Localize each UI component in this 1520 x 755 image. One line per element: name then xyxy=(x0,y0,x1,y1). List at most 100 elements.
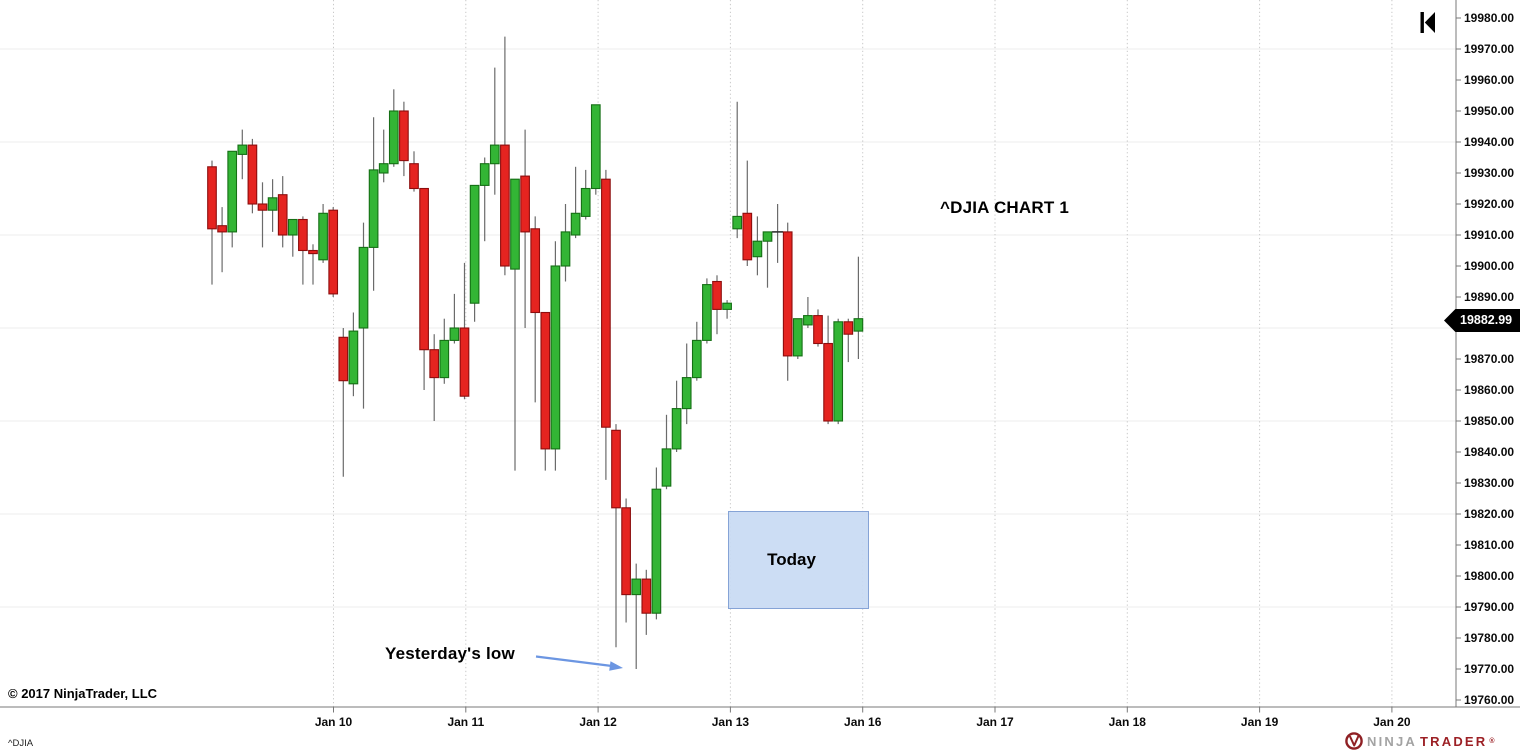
logo-reg-mark: ® xyxy=(1489,737,1495,745)
candle-down xyxy=(409,163,419,190)
y-tick-label: 19820.00 xyxy=(1464,507,1514,521)
candle-up xyxy=(702,284,712,341)
y-tick-label: 19760.00 xyxy=(1464,693,1514,707)
candle-down xyxy=(207,166,217,230)
candle-down xyxy=(601,178,611,428)
candle-down xyxy=(500,144,510,267)
candle-up xyxy=(318,212,328,261)
y-tick-label: 19980.00 xyxy=(1464,11,1514,25)
candle-up xyxy=(388,110,399,165)
candle-up xyxy=(479,163,490,186)
y-tick-label: 19850.00 xyxy=(1464,414,1514,428)
candle-up xyxy=(691,339,702,379)
candle-up xyxy=(792,318,803,357)
candle-down xyxy=(429,349,440,379)
candle-down xyxy=(641,578,652,614)
candle-down xyxy=(530,228,541,314)
candle-up xyxy=(752,240,763,258)
candle-down xyxy=(257,203,268,211)
today-annotation-label: Today xyxy=(767,549,816,569)
y-tick-label: 19960.00 xyxy=(1464,73,1514,87)
candle-up xyxy=(853,318,864,332)
y-tick-label: 19950.00 xyxy=(1464,104,1514,118)
candle-down xyxy=(217,225,227,233)
candle-down xyxy=(813,315,823,345)
last-price-value: 19882.99 xyxy=(1460,313,1513,327)
candle-up xyxy=(762,231,773,242)
copyright-label: © 2017 NinjaTrader, LLC xyxy=(8,686,158,701)
candle-down xyxy=(419,187,429,351)
candle-up xyxy=(732,215,743,230)
yesterdays-low-arrow xyxy=(535,655,613,668)
y-tick-label: 19810.00 xyxy=(1464,538,1514,552)
candle-up xyxy=(287,218,298,236)
candle-up xyxy=(550,265,561,450)
candle-up xyxy=(722,302,732,310)
candle-up xyxy=(651,488,662,614)
last-price-badge: 19882.99 xyxy=(1444,309,1520,332)
candle-up xyxy=(368,169,379,248)
candle-down xyxy=(399,110,409,162)
candle-down xyxy=(742,212,753,261)
y-tick-label: 19910.00 xyxy=(1464,228,1514,242)
candle-up xyxy=(833,321,844,422)
candle-up xyxy=(580,187,591,217)
jump-to-start-icon[interactable] xyxy=(1419,10,1439,36)
y-tick-label: 19920.00 xyxy=(1464,197,1514,211)
chart-title-label: ^DJIA CHART 1 xyxy=(940,198,1070,217)
candle-down xyxy=(782,231,793,357)
candle-up xyxy=(489,144,500,165)
x-tick-label: Jan 19 xyxy=(1241,715,1279,729)
candle-up xyxy=(469,184,480,304)
y-tick-label: 19780.00 xyxy=(1464,631,1514,645)
x-tick-label: Jan 12 xyxy=(579,715,617,729)
candle-up xyxy=(348,330,359,385)
y-tick-label: 19940.00 xyxy=(1464,135,1514,149)
yesterdays-low-annotation-label[interactable]: Yesterday's low xyxy=(385,644,515,663)
x-tick-label: Jan 11 xyxy=(447,715,484,729)
y-tick-label: 19930.00 xyxy=(1464,166,1514,180)
logo-text-trader: TRADER xyxy=(1420,733,1488,749)
x-tick-label: Jan 17 xyxy=(976,715,1014,729)
y-tick-label: 19890.00 xyxy=(1464,290,1514,304)
candle-down xyxy=(540,311,551,450)
candle-up xyxy=(358,246,369,329)
candle-down xyxy=(611,429,621,509)
candle-up xyxy=(227,150,238,233)
y-tick-label: 19790.00 xyxy=(1464,600,1514,614)
candle-up xyxy=(378,163,389,174)
symbol-tab[interactable]: ^DJIA xyxy=(8,738,34,749)
y-tick-label: 19830.00 xyxy=(1464,476,1514,490)
candle-up xyxy=(510,178,520,270)
logo-text-ninja: NINJA xyxy=(1367,733,1418,749)
x-tick-label: Jan 10 xyxy=(315,715,353,729)
candle-up xyxy=(631,578,642,596)
y-tick-label: 19800.00 xyxy=(1464,569,1514,583)
candle-up xyxy=(671,408,682,450)
candle-down xyxy=(520,175,530,233)
candle-down xyxy=(823,342,833,422)
candle-up xyxy=(267,197,278,211)
candle-up xyxy=(570,212,581,236)
ninjatrader-logo-icon xyxy=(1345,732,1363,750)
candle-up xyxy=(560,231,571,267)
candle-down xyxy=(338,336,349,382)
candle-up xyxy=(237,144,248,155)
today-annotation-box[interactable]: Today xyxy=(728,510,869,609)
x-tick-label: Jan 13 xyxy=(712,715,750,729)
candle-down xyxy=(843,321,854,335)
x-tick-label: Jan 16 xyxy=(844,715,882,729)
candle-up xyxy=(681,377,692,410)
candle-down xyxy=(308,249,318,255)
x-tick-label: Jan 20 xyxy=(1373,715,1411,729)
candle-down xyxy=(328,209,339,295)
ninjatrader-logo: NINJA TRADER ® xyxy=(1344,731,1495,751)
y-tick-label: 19860.00 xyxy=(1464,383,1514,397)
y-tick-label: 19770.00 xyxy=(1464,662,1514,676)
y-tick-label: 19970.00 xyxy=(1464,42,1514,56)
candle-up xyxy=(661,448,672,487)
candle-down xyxy=(277,194,288,236)
candle-down xyxy=(247,144,258,205)
